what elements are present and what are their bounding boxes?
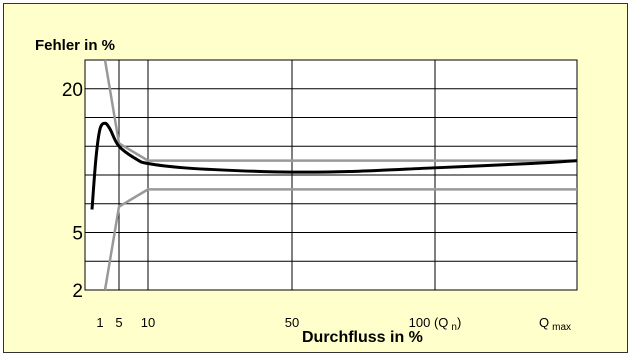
x-axis-title: Durchfluss in % — [302, 329, 423, 346]
y-tick-label: 5 — [72, 224, 83, 245]
upper-limit-line — [103, 59, 577, 162]
series-group — [90, 59, 578, 291]
x-tick-label: 100 (Q n) — [409, 315, 462, 333]
y-axis-title: Fehler in % — [35, 37, 115, 54]
x-tick-label: 1 — [96, 315, 103, 330]
lower-limit-line — [103, 188, 577, 291]
y-tick-label: 20 — [62, 80, 83, 101]
x-tick-label: 10 — [141, 315, 155, 330]
y-tick-label: 2 — [72, 281, 83, 302]
error-curve — [90, 121, 578, 210]
x-tick-label: 50 — [285, 315, 299, 330]
grid — [84, 59, 578, 291]
x-tick-label: 5 — [115, 315, 122, 330]
